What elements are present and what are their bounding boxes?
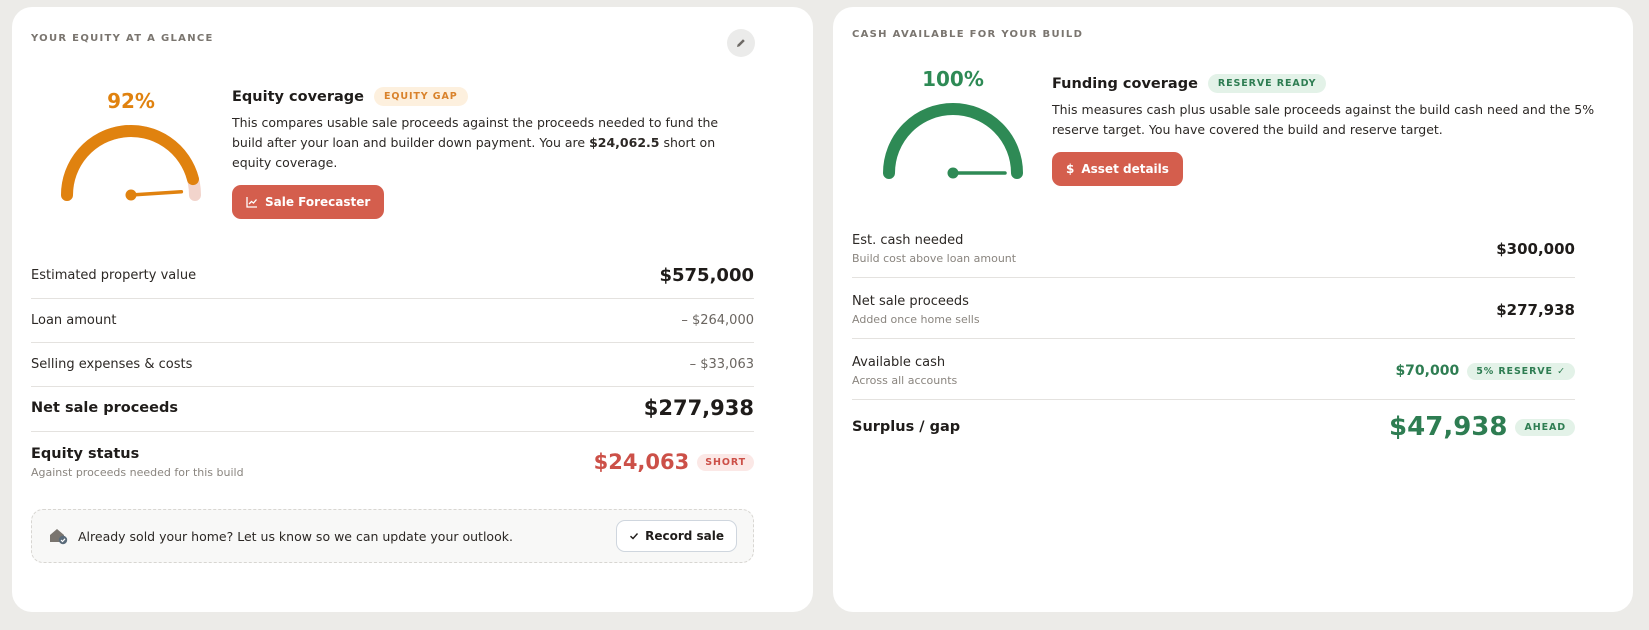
property-value-row: Estimated property value $575,000 [31,261,754,289]
loan-amount-value: – $264,000 [681,312,754,328]
divider [852,399,1575,400]
check-icon [630,533,639,540]
cash-needed-value: $300,000 [1496,240,1575,258]
cash-net-proceeds-labels: Net sale proceeds Added once home sells [852,294,980,326]
cash-net-proceeds-value: $277,938 [1496,301,1575,319]
surplus-gap-label: Surplus / gap [852,419,961,435]
equity-gauge-arc [61,125,201,201]
record-sale-label: Record sale [645,529,724,543]
equity-coverage-desc: This compares usable sale proceeds again… [232,115,719,170]
asset-details-button[interactable]: $ Asset details [1052,152,1183,186]
equity-coverage-header: Equity coverage EQUITY GAP [232,87,468,106]
dollar-icon: $ [1066,162,1075,176]
available-cash-label: Available cash [852,355,946,370]
callout-message: Already sold your home? Let us know so w… [48,527,513,545]
divider [31,298,754,299]
cash-kicker: CASH AVAILABLE FOR YOUR BUILD [852,29,1084,40]
cash-gauge-percent: 100% [922,67,984,91]
net-sale-proceeds-label: Net sale proceeds [31,400,178,416]
selling-expenses-label: Selling expenses & costs [31,356,193,372]
asset-details-label: Asset details [1081,162,1169,176]
equity-status-value-group: $24,063 SHORT [594,450,754,474]
equity-status-sublabel: Against proceeds needed for this build [31,465,244,479]
callout-text: Already sold your home? Let us know so w… [78,528,513,544]
property-value-amount: $575,000 [659,264,754,286]
equity-coverage-title: Equity coverage [232,88,365,105]
equity-status-labels: Equity status Against proceeds needed fo… [31,446,244,479]
available-cash-value-group: $70,000 5% RESERVE ✓ [1395,362,1575,380]
sold-home-callout: Already sold your home? Let us know so w… [31,509,754,563]
equity-gap-badge: EQUITY GAP [374,87,468,106]
cash-needed-sublabel: Build cost above loan amount [852,252,1017,265]
reserve-ready-badge: RESERVE READY [1207,74,1327,93]
loan-amount-row: Loan amount – $264,000 [31,308,754,332]
net-sale-proceeds-value: $277,938 [643,396,754,420]
cash-needed-row: Est. cash needed Build cost above loan a… [852,229,1575,269]
edit-button[interactable] [727,29,755,57]
equity-status-value: $24,063 [593,450,690,474]
cash-net-proceeds-label: Net sale proceeds [852,294,969,309]
equity-gauge-percent: 92% [107,89,155,113]
sale-forecaster-label: Sale Forecaster [265,195,371,209]
ahead-badge: AHEAD [1515,418,1575,436]
funding-coverage-title: Funding coverage [1052,75,1198,92]
reserve-badge: 5% RESERVE ✓ [1467,362,1575,380]
selling-expenses-row: Selling expenses & costs – $33,063 [31,352,754,376]
divider [31,342,754,343]
available-cash-value: $70,000 [1395,363,1460,379]
cash-card: CASH AVAILABLE FOR YOUR BUILD 100% Fundi… [833,7,1633,612]
cash-net-proceeds-row: Net sale proceeds Added once home sells … [852,290,1575,330]
surplus-gap-row: Surplus / gap $47,938 AHEAD [852,409,1575,445]
equity-status-row: Equity status Against proceeds needed fo… [31,442,754,482]
cash-needed-labels: Est. cash needed Build cost above loan a… [852,233,1016,265]
record-sale-button[interactable]: Record sale [616,520,737,552]
surplus-gap-value-group: $47,938 AHEAD [1389,412,1575,442]
cash-gauge-arc [883,103,1023,179]
cash-needed-label: Est. cash needed [852,233,964,248]
pencil-icon [737,39,745,47]
cash-gauge: 100% [878,67,1028,187]
available-cash-labels: Available cash Across all accounts [852,355,957,387]
cash-net-proceeds-sublabel: Added once home sells [852,313,980,326]
available-cash-row: Available cash Across all accounts $70,0… [852,351,1575,391]
available-cash-sublabel: Across all accounts [852,374,958,387]
home-check-icon [50,529,68,545]
sale-forecaster-button[interactable]: Sale Forecaster [232,185,385,219]
chart-line-icon [246,197,257,208]
equity-card: YOUR EQUITY AT A GLANCE 92% Equity cover… [12,7,813,612]
divider [31,386,754,387]
equity-shortfall-amount: $24,062.5 [589,135,660,150]
funding-coverage-header: Funding coverage RESERVE READY [1052,74,1327,93]
divider [852,277,1575,278]
funding-coverage-desc: This measures cash plus usable sale proc… [1052,102,1595,137]
selling-expenses-value: – $33,063 [689,356,754,372]
net-sale-proceeds-row: Net sale proceeds $277,938 [31,393,754,423]
divider [31,431,754,432]
divider [852,338,1575,339]
short-badge: SHORT [697,453,754,471]
surplus-gap-value: $47,938 [1389,412,1508,442]
property-value-label: Estimated property value [31,267,197,283]
loan-amount-label: Loan amount [31,312,117,328]
equity-kicker: YOUR EQUITY AT A GLANCE [31,33,214,44]
equity-status-label: Equity status [31,445,140,462]
equity-gauge: 92% [56,89,206,209]
